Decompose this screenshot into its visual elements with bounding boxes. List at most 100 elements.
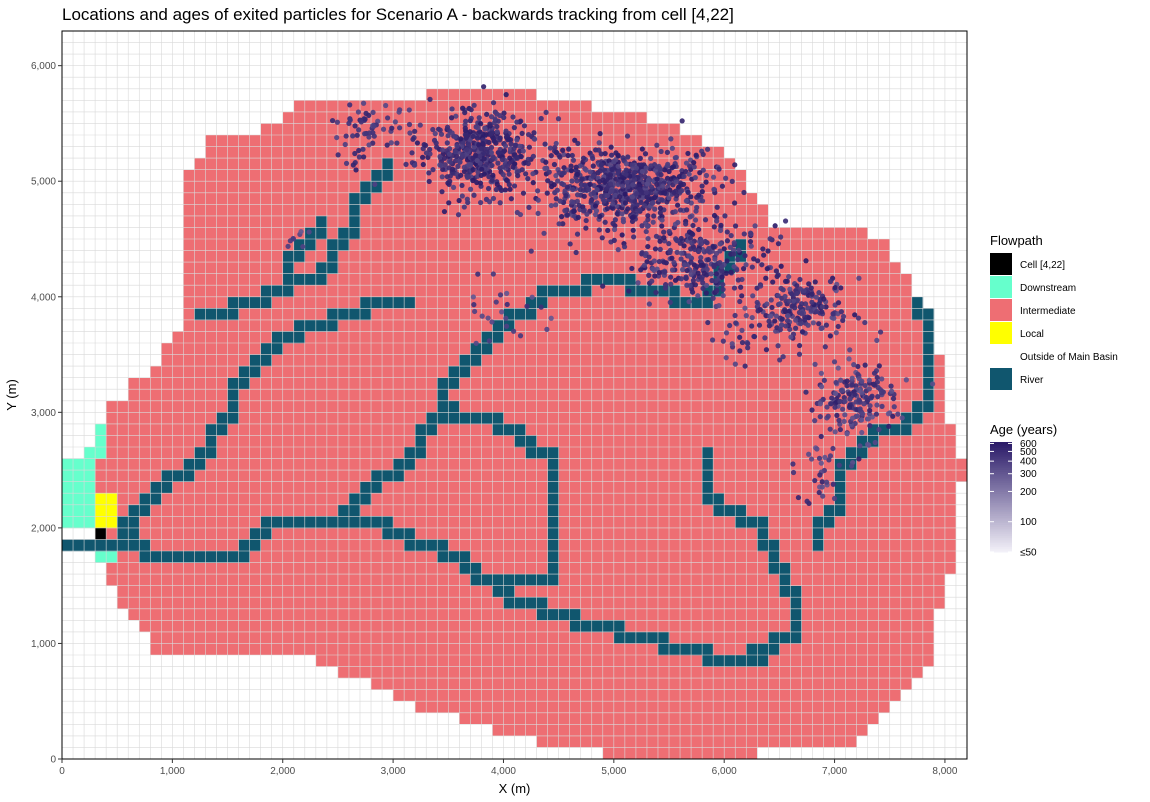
river-cell xyxy=(536,296,548,309)
particle-point xyxy=(639,223,645,229)
particle-point xyxy=(710,174,717,180)
legend-label: Intermediate xyxy=(1020,306,1076,317)
particle-point xyxy=(475,271,481,277)
particle-point xyxy=(681,243,687,249)
particle-point xyxy=(450,184,457,191)
particle-point xyxy=(713,271,720,277)
particle-point xyxy=(769,304,775,311)
particle-point xyxy=(566,146,572,152)
colorbar-segment xyxy=(990,522,1012,525)
particle-point xyxy=(675,202,681,208)
river-cell xyxy=(735,516,747,529)
river-cell xyxy=(492,319,504,332)
particle-point xyxy=(821,377,827,383)
river-cell xyxy=(768,643,780,656)
river-cell xyxy=(128,539,140,552)
particle-point xyxy=(865,416,872,422)
river-cell xyxy=(194,308,206,321)
particle-point xyxy=(719,268,725,274)
particle-point xyxy=(862,382,868,389)
particle-point xyxy=(437,127,443,133)
particle-point xyxy=(433,140,439,146)
river-cell xyxy=(271,331,284,344)
particle-point xyxy=(508,196,514,202)
river-cell xyxy=(779,585,791,598)
particle-point xyxy=(751,333,757,340)
particle-point xyxy=(490,172,496,178)
colorbar-segment xyxy=(990,515,1012,518)
particle-point xyxy=(866,377,872,383)
particle-point xyxy=(686,171,692,177)
particle-point xyxy=(511,125,517,131)
particle-point xyxy=(794,297,801,303)
particle-point xyxy=(517,333,524,339)
intermediate-row xyxy=(415,701,890,713)
particle-point xyxy=(567,241,573,247)
local-cell xyxy=(106,516,118,529)
particle-point xyxy=(866,386,872,392)
particle-point xyxy=(342,141,348,148)
particle-point xyxy=(764,301,770,307)
particle-point xyxy=(704,146,711,152)
particle-point xyxy=(704,266,710,272)
particle-point xyxy=(747,230,754,236)
particle-point xyxy=(544,190,550,196)
river-cell xyxy=(702,481,714,494)
particle-point xyxy=(518,154,524,160)
particle-point xyxy=(651,213,657,219)
particle-point xyxy=(739,327,745,333)
river-cell xyxy=(337,227,350,240)
colorbar-segment xyxy=(990,458,1012,461)
colorbar-segment xyxy=(990,469,1012,472)
particle-point xyxy=(838,387,844,393)
particle-point xyxy=(698,254,704,261)
particle-point xyxy=(461,168,468,175)
particle-point xyxy=(654,164,660,170)
river-cell xyxy=(735,655,747,667)
chart-title: Locations and ages of exited particles f… xyxy=(62,5,734,24)
colorbar-segment xyxy=(990,487,1012,491)
particle-point xyxy=(808,285,814,291)
particle-point xyxy=(854,413,861,419)
particle-point xyxy=(462,125,468,131)
particle-point xyxy=(486,338,492,344)
particle-point xyxy=(524,303,530,309)
particle-point xyxy=(430,167,436,173)
particle-point xyxy=(722,213,728,219)
particle-point xyxy=(818,433,824,440)
particle-point xyxy=(672,209,678,215)
river-cell xyxy=(404,447,416,459)
particle-point xyxy=(668,136,674,142)
colorbar-segment xyxy=(990,442,1012,445)
particle-point xyxy=(446,151,453,157)
particle-point xyxy=(838,377,844,383)
particle-point xyxy=(674,249,680,255)
particle-point xyxy=(656,258,662,265)
local-cell xyxy=(106,493,118,506)
particle-point xyxy=(831,495,838,502)
river-cell xyxy=(536,608,548,621)
intermediate-row xyxy=(95,458,968,471)
particle-point xyxy=(472,308,478,315)
particle-point xyxy=(822,344,828,350)
particle-point xyxy=(639,250,645,256)
particle-point xyxy=(602,150,608,157)
particle-point xyxy=(654,181,660,187)
particle-point xyxy=(759,262,765,268)
particle-point xyxy=(489,319,495,325)
river-cell xyxy=(470,412,482,425)
river-cell xyxy=(779,562,791,575)
particle-point xyxy=(824,404,830,410)
particle-point xyxy=(685,150,691,157)
particle-point xyxy=(700,285,706,292)
river-cell xyxy=(646,285,659,298)
particle-point xyxy=(535,210,541,217)
particle-point xyxy=(702,217,709,223)
particle-point xyxy=(512,142,518,148)
river-cell xyxy=(448,551,460,563)
particle-point xyxy=(766,323,773,329)
particle-point xyxy=(688,246,694,252)
particle-point xyxy=(526,144,532,150)
particle-point xyxy=(521,123,528,129)
